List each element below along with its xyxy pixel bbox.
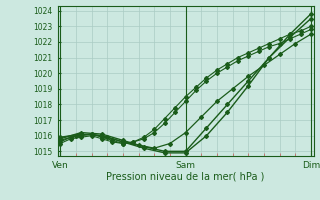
X-axis label: Pression niveau de la mer( hPa ): Pression niveau de la mer( hPa ) [107, 171, 265, 181]
